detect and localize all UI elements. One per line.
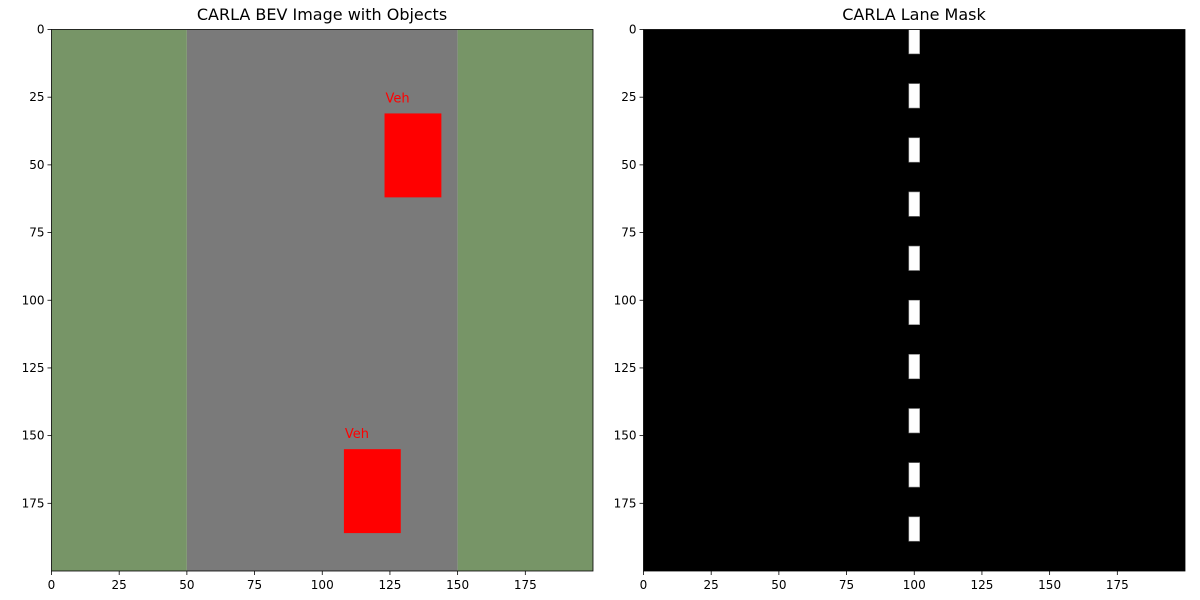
y-tick-label: 150 [22, 429, 45, 443]
y-tick-label: 75 [29, 226, 44, 240]
lane-dash [908, 245, 920, 271]
vehicle-label: Veh [345, 427, 369, 442]
lane-mask-title: CARLA Lane Mask [842, 5, 986, 24]
lane-dash [908, 299, 920, 325]
x-tick-label: 0 [640, 578, 648, 592]
y-tick-label: 125 [22, 361, 45, 375]
vehicle-box [384, 113, 442, 198]
plot-area [643, 29, 1185, 571]
y-tick-label: 125 [614, 361, 637, 375]
lane-dash [908, 29, 920, 55]
right-grass-region [457, 29, 593, 571]
y-tick-label: 25 [621, 90, 636, 104]
x-tick-label: 100 [903, 578, 926, 592]
x-tick-label: 150 [446, 578, 469, 592]
vehicle-label: Veh [386, 91, 410, 106]
lane-dash [908, 354, 920, 380]
y-tick-label: 0 [629, 23, 637, 37]
lane-dash [908, 137, 920, 163]
lane-dash [908, 83, 920, 109]
x-tick-label: 25 [112, 578, 127, 592]
bev-image-panel: CARLA BEV Image with Objects Veh Veh 0 25 50… [22, 5, 594, 592]
x-tick-label: 50 [179, 578, 194, 592]
x-tick-label: 175 [1106, 578, 1129, 592]
x-tick-label: 175 [514, 578, 537, 592]
y-tick-label: 150 [614, 429, 637, 443]
x-tick-label: 0 [48, 578, 56, 592]
y-tick-label: 0 [37, 23, 45, 37]
y-tick-label: 50 [621, 158, 636, 172]
bev-image-title: CARLA BEV Image with Objects [197, 5, 447, 24]
y-tick-label: 100 [614, 293, 637, 307]
lane-mask-panel: CARLA Lane Mask 0 25 50 75 100 125 150 175 0 25 50… [614, 5, 1186, 592]
y-tick-label: 175 [22, 496, 45, 510]
x-tick-label: 100 [311, 578, 334, 592]
y-tick-label: 25 [29, 90, 44, 104]
x-tick-label: 150 [1038, 578, 1061, 592]
lane-dash [908, 462, 920, 488]
x-tick-label: 75 [247, 578, 262, 592]
lane-dash [908, 408, 920, 434]
x-tick-label: 75 [839, 578, 854, 592]
x-tick-label: 50 [771, 578, 786, 592]
x-tick-label: 25 [704, 578, 719, 592]
vehicle-box [343, 449, 401, 534]
x-tick-label: 125 [970, 578, 993, 592]
plot-area: Veh Veh [51, 29, 593, 571]
lane-dash [908, 191, 920, 217]
y-tick-label: 50 [29, 158, 44, 172]
road-region [186, 29, 458, 571]
left-grass-region [51, 29, 187, 571]
x-tick-label: 125 [378, 578, 401, 592]
y-tick-label: 100 [22, 293, 45, 307]
lane-dash [908, 516, 920, 542]
y-tick-label: 175 [614, 496, 637, 510]
y-tick-label: 75 [621, 226, 636, 240]
